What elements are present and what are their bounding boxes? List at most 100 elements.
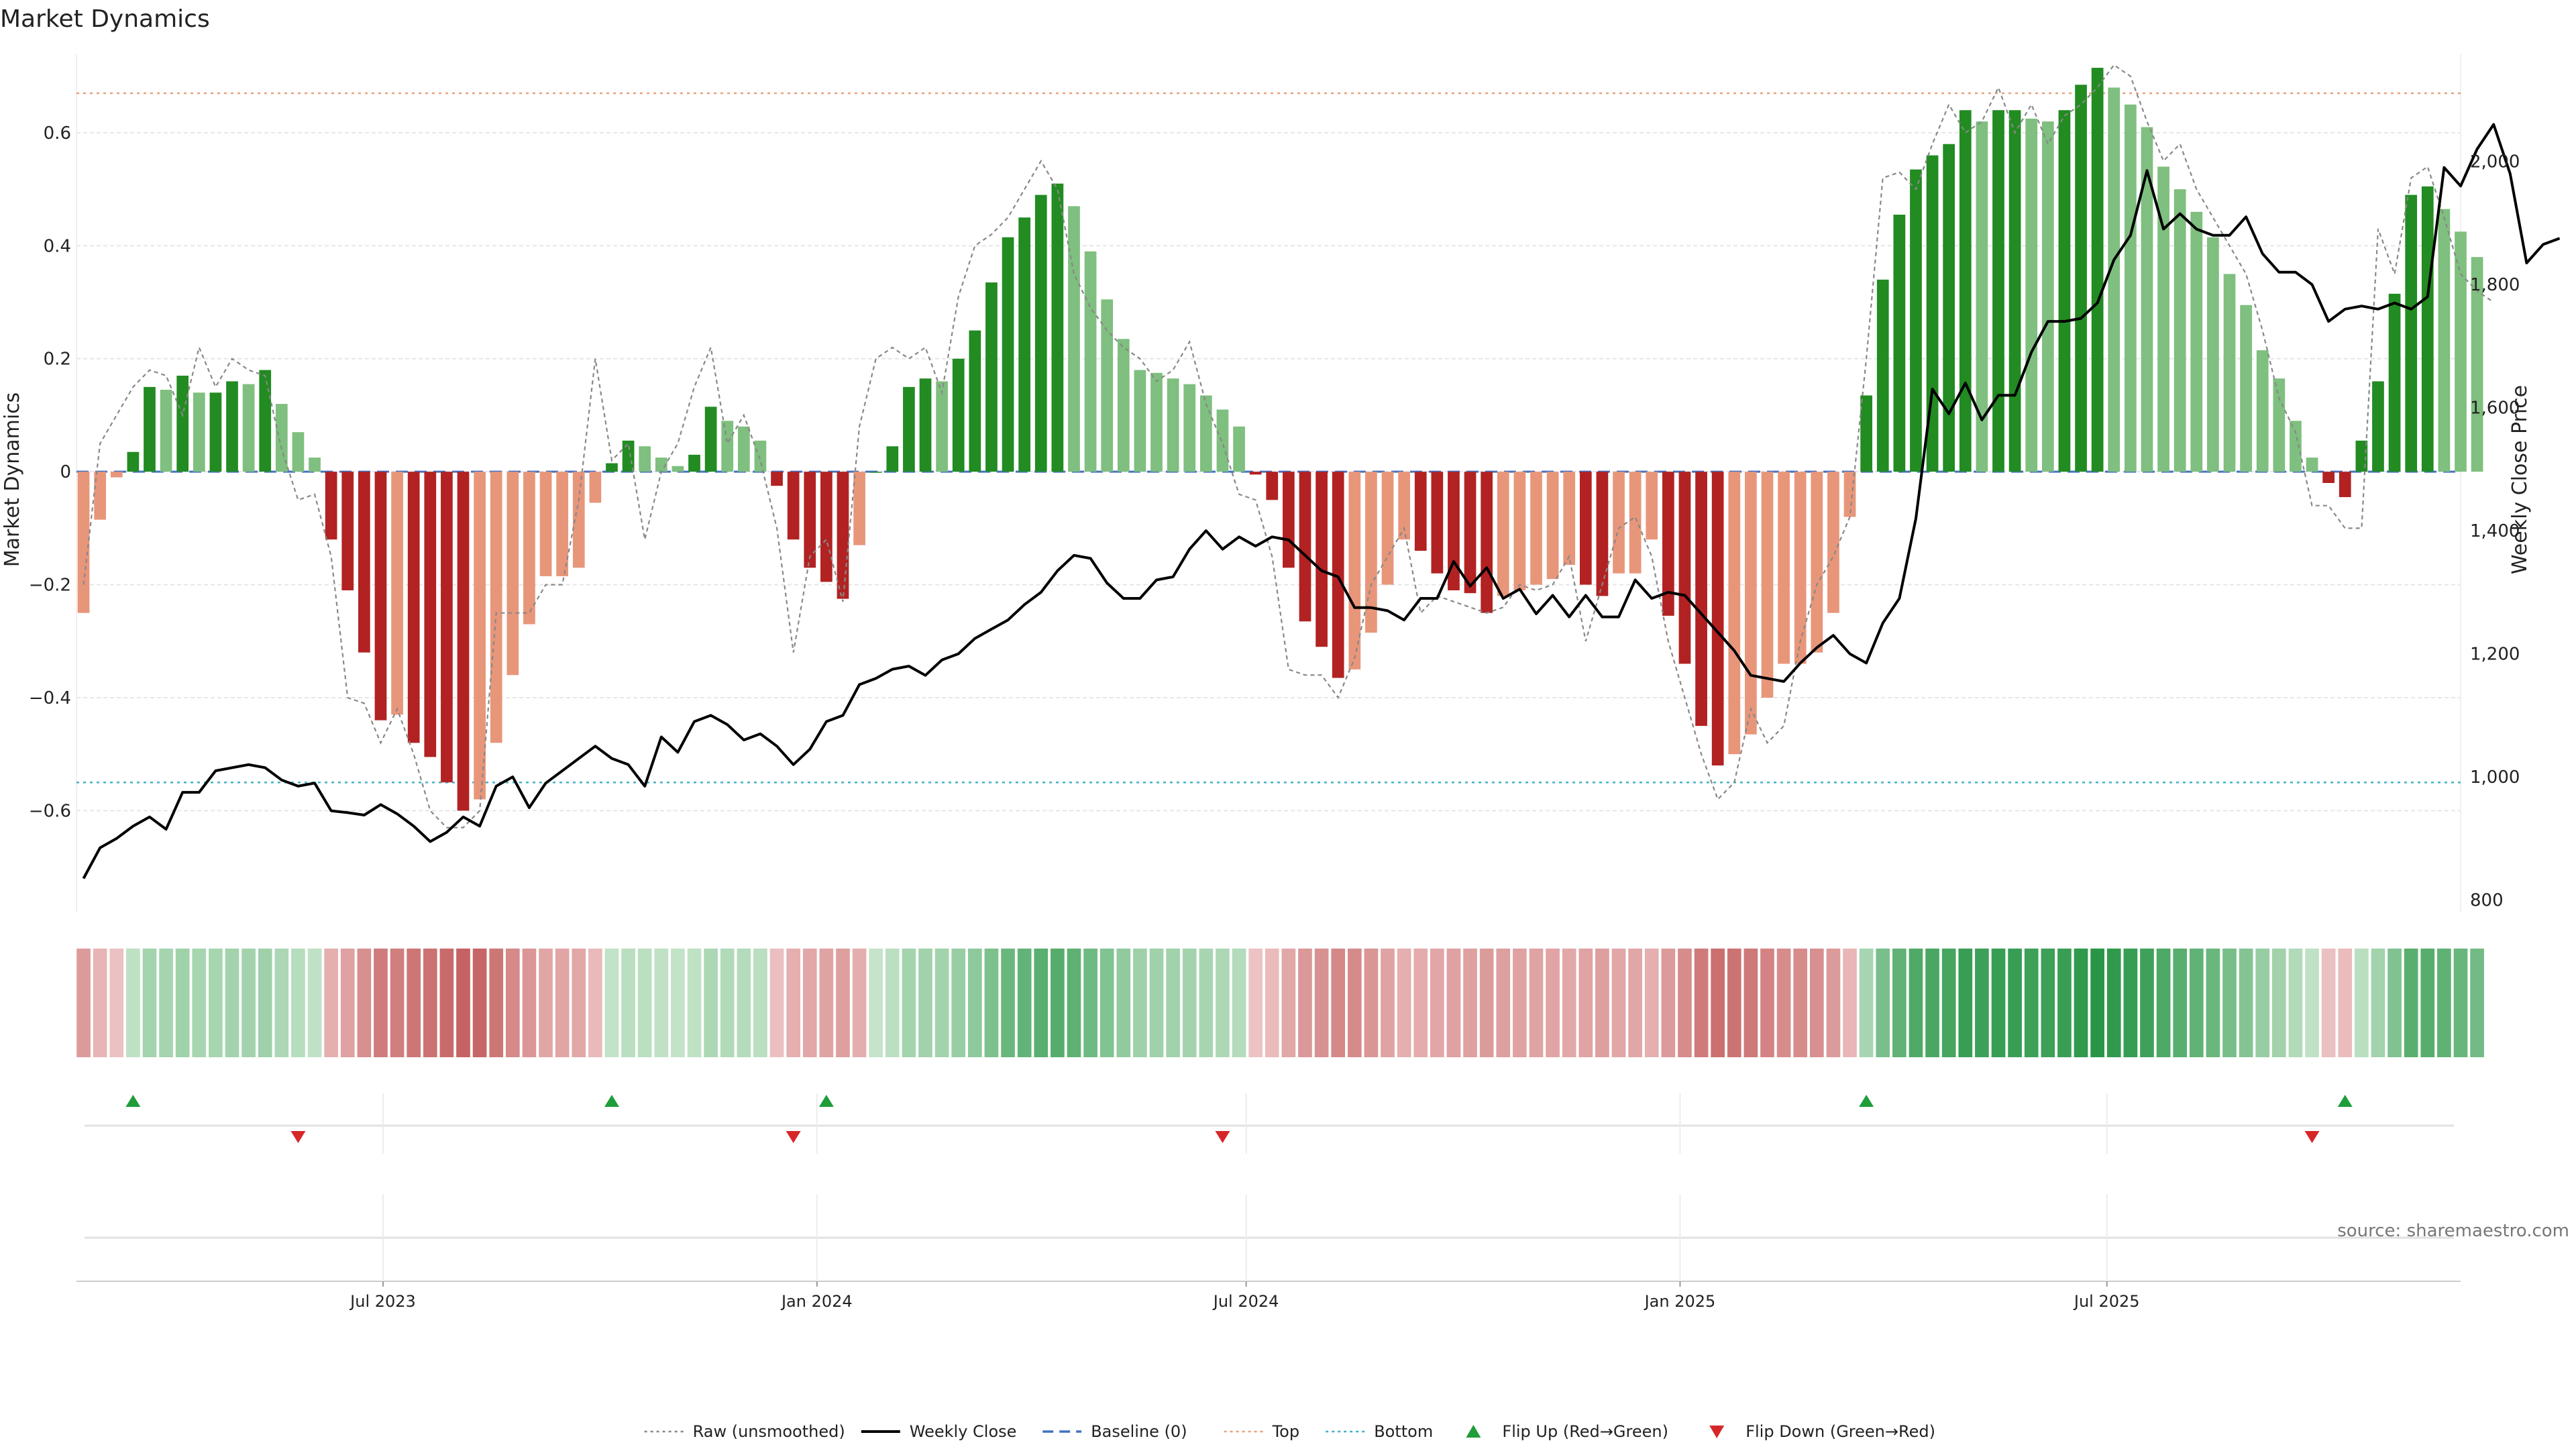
smoothed-bar (1084, 251, 1097, 472)
heat-cell (2057, 949, 2072, 1057)
raw-unsmoothed-line (83, 64, 2494, 828)
smoothed-bar (1497, 472, 1509, 596)
heat-cell (357, 949, 372, 1057)
heat-cell (456, 949, 470, 1057)
heat-cell (175, 949, 190, 1057)
heat-cell (902, 949, 916, 1057)
smoothed-bar (2405, 195, 2418, 472)
smoothed-bar (1794, 472, 1807, 664)
heat-cell (2106, 949, 2121, 1057)
smoothed-bar (556, 472, 569, 576)
heat-cell (2288, 949, 2303, 1057)
heat-cell (1446, 949, 1461, 1057)
heat-cell (2041, 949, 2055, 1057)
smoothed-bar (2157, 166, 2169, 472)
flip-up-marker (818, 1095, 834, 1107)
legend-item: Bottom (1326, 1422, 1433, 1441)
smoothed-bar (1992, 110, 2004, 472)
heat-cell (555, 949, 570, 1057)
smoothed-bar (1943, 144, 1955, 472)
heat-cell (654, 949, 669, 1057)
heat-cell (1562, 949, 1576, 1057)
heat-cell (1381, 949, 1395, 1057)
heat-cell (1463, 949, 1477, 1057)
heat-cell (2453, 949, 2468, 1057)
flip-up-marker (604, 1095, 619, 1107)
y2-tick-label: 2,000 (2470, 152, 2520, 172)
heat-cell (1199, 949, 1214, 1057)
smoothed-bar (1546, 472, 1559, 580)
heat-cell (2387, 949, 2402, 1057)
y2-tick-label: 1,600 (2470, 398, 2520, 419)
y2-tick-label: 1,800 (2470, 275, 2520, 295)
flip-down-marker (290, 1131, 306, 1143)
heat-cell (274, 949, 289, 1057)
heat-cell (2371, 949, 2385, 1057)
y-tick-label: 0.6 (44, 123, 71, 144)
smoothed-bar (424, 472, 437, 757)
smoothed-bar (903, 386, 915, 472)
heat-cell (1001, 949, 1015, 1057)
smoothed-bar (2174, 189, 2186, 472)
legend: Raw (unsmoothed) Weekly Close Baseline (0)… (644, 1422, 1935, 1441)
smoothed-bar (127, 451, 140, 472)
smoothed-bar (2421, 186, 2434, 472)
heat-cell (1364, 949, 1379, 1057)
smoothed-bar (771, 472, 783, 486)
heat-cell (704, 949, 718, 1057)
legend-swatch (1709, 1426, 1725, 1438)
heat-cell (1711, 949, 1725, 1057)
smoothed-bar (1117, 339, 1130, 472)
smoothed-bar (1761, 472, 1774, 698)
smoothed-bar (672, 466, 684, 472)
legend-label: Flip Down (Green→Red) (1746, 1422, 1935, 1441)
heat-cell (2239, 949, 2253, 1057)
smoothed-bar (1233, 426, 1245, 472)
flip-up-marker (1859, 1095, 1874, 1107)
smoothed-bar (985, 282, 998, 472)
heat-cell (2355, 949, 2369, 1057)
legend-label: Flip Up (Red→Green) (1502, 1422, 1668, 1441)
smoothed-bar (1711, 472, 1724, 766)
y-tick-label: 0 (60, 462, 71, 482)
legend-item: Flip Up (Red→Green) (1466, 1422, 1668, 1441)
legend-item: Raw (unsmoothed) (644, 1422, 845, 1441)
heat-cell (1067, 949, 1081, 1057)
smoothed-bar (1448, 472, 1460, 590)
x-tick-label: Jul 2023 (349, 1292, 416, 1311)
heat-cell (1182, 949, 1197, 1057)
heat-cell (241, 949, 256, 1057)
heat-cell (769, 949, 784, 1057)
heat-cell (439, 949, 454, 1057)
smoothed-bar (474, 472, 486, 800)
heat-cell (2140, 949, 2154, 1057)
x-tick-label: Jan 2025 (1644, 1292, 1716, 1311)
smoothed-bar (1431, 472, 1444, 574)
smoothed-bar (1249, 472, 1262, 475)
smoothed-bar (457, 472, 470, 811)
smoothed-bar (2025, 118, 2038, 472)
smoothed-bar (1365, 472, 1377, 633)
heat-cell (1430, 949, 1444, 1057)
smoothed-bar (1596, 472, 1609, 596)
smoothed-bar (2455, 231, 2467, 472)
smoothed-bar (292, 432, 305, 472)
smoothed-bar (1563, 472, 1576, 566)
smoothed-bar (2256, 350, 2269, 472)
smoothed-bar (1745, 472, 1757, 735)
smoothed-bar (2091, 68, 2104, 472)
heat-cell (1034, 949, 1049, 1057)
heat-cell (2123, 949, 2138, 1057)
smoothed-bar (1629, 472, 1642, 574)
smoothed-bar (1579, 472, 1592, 585)
y-tick-label: −0.6 (29, 801, 71, 821)
heat-cell (109, 949, 124, 1057)
smoothed-bar (622, 440, 635, 472)
flip-up-marker (125, 1095, 141, 1107)
heat-cell (2305, 949, 2319, 1057)
chart-title: Market Dynamics (0, 5, 210, 33)
x-tick-label: Jan 2024 (780, 1292, 853, 1311)
smoothed-bar (1910, 169, 1922, 472)
heat-cell (2255, 949, 2270, 1057)
heat-cell (1513, 949, 1527, 1057)
